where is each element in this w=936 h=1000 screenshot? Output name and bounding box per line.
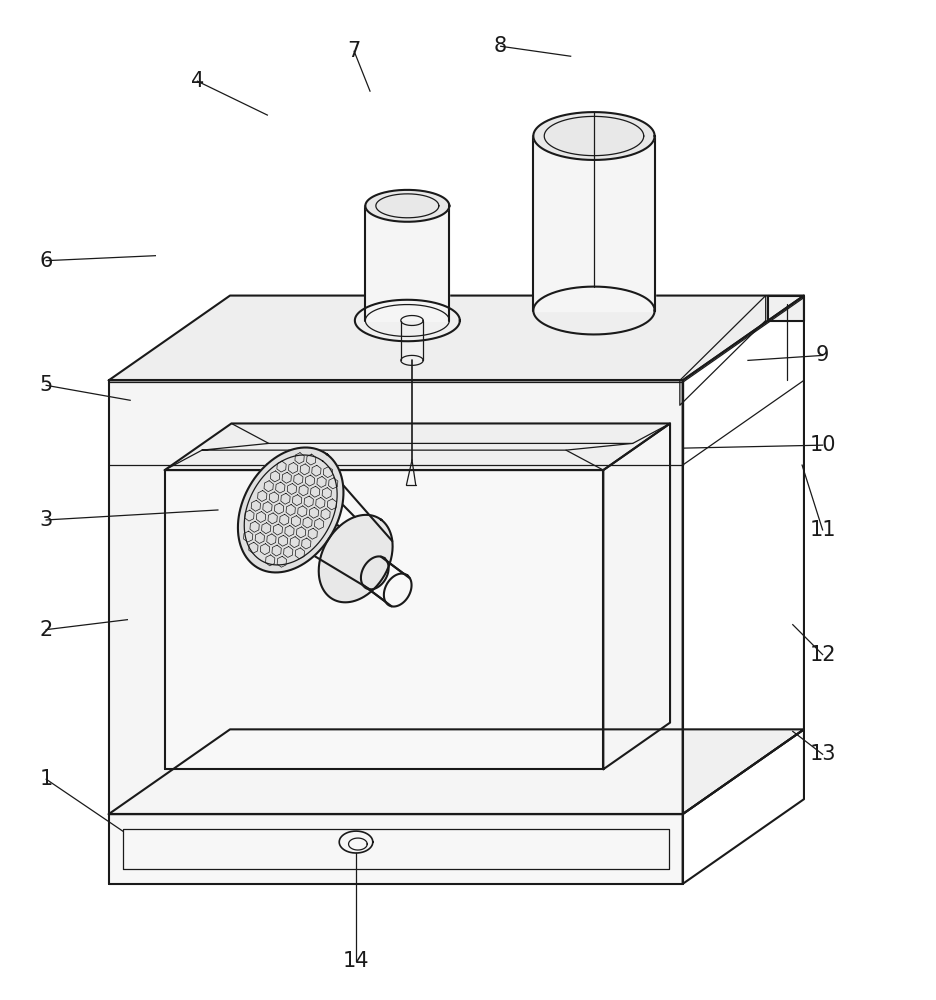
Text: 1: 1	[39, 769, 52, 789]
Polygon shape	[401, 320, 423, 360]
Text: 4: 4	[191, 71, 204, 91]
Polygon shape	[365, 206, 449, 320]
Polygon shape	[165, 423, 670, 470]
Text: 11: 11	[810, 520, 836, 540]
Text: 7: 7	[347, 41, 360, 61]
Polygon shape	[109, 814, 682, 884]
Text: 2: 2	[39, 620, 52, 640]
Polygon shape	[319, 515, 392, 602]
Polygon shape	[165, 470, 604, 769]
Text: 5: 5	[39, 375, 52, 395]
Text: 3: 3	[39, 510, 52, 530]
Polygon shape	[768, 296, 804, 321]
Text: 8: 8	[494, 36, 507, 56]
Polygon shape	[355, 300, 460, 341]
Text: 12: 12	[810, 645, 836, 665]
Polygon shape	[109, 380, 682, 814]
Polygon shape	[238, 447, 344, 572]
Polygon shape	[534, 136, 654, 311]
Polygon shape	[109, 296, 804, 380]
Text: 14: 14	[343, 951, 370, 971]
Text: 9: 9	[816, 345, 829, 365]
Text: 13: 13	[810, 744, 836, 764]
Polygon shape	[109, 729, 804, 814]
Text: 6: 6	[39, 251, 52, 271]
Polygon shape	[365, 190, 449, 222]
Polygon shape	[534, 112, 654, 160]
Text: 10: 10	[810, 435, 836, 455]
